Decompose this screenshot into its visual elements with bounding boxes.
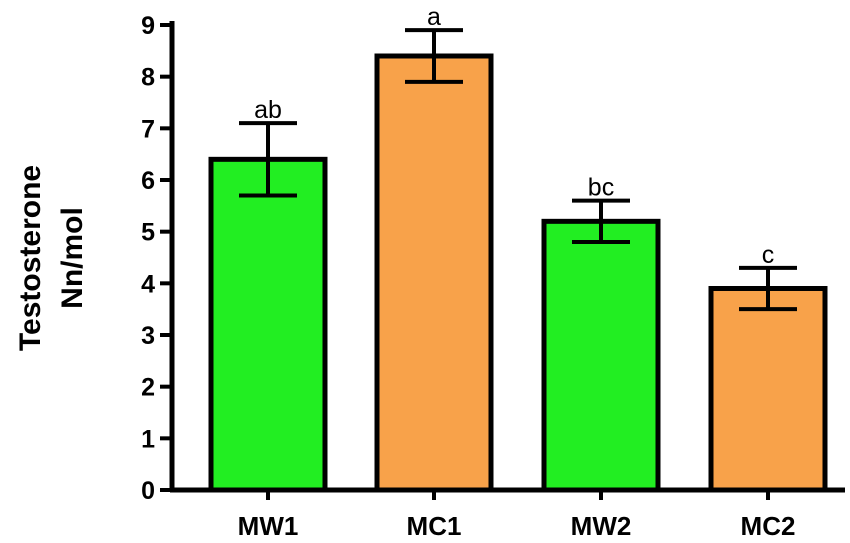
y-tick-label-1: 1 [141, 425, 155, 453]
y-tick-label-6: 6 [141, 167, 155, 195]
bar-mw2 [541, 218, 661, 493]
y-axis-title-group: Testosterone Nn/mol [14, 165, 89, 351]
significance-label-mw1: ab [254, 96, 282, 124]
category-label-mc1: MC1 [407, 511, 462, 541]
bar-mw1 [208, 156, 328, 493]
category-label-mw2: MW2 [571, 511, 632, 541]
y-ticks-layer: 0 1 2 3 4 5 6 7 8 9 [141, 12, 172, 505]
error-bars-layer [239, 28, 797, 312]
y-tick-label-7: 7 [141, 115, 155, 143]
significance-labels-layer: ab a bc c [254, 3, 774, 269]
significance-label-mw2: bc [588, 174, 614, 202]
y-tick-label-4: 4 [141, 270, 155, 298]
category-label-mw1: MW1 [238, 511, 299, 541]
significance-label-mc1: a [427, 3, 441, 31]
axes-layer [169, 21, 845, 500]
y-tick-label-5: 5 [141, 219, 155, 247]
significance-label-mc2: c [762, 241, 775, 269]
y-tick-label-2: 2 [141, 374, 155, 402]
y-tick-label-9: 9 [141, 12, 155, 40]
category-label-mc2: MC2 [741, 511, 796, 541]
category-labels-layer: MW1 MC1 MW2 MC2 [238, 511, 796, 541]
y-tick-label-3: 3 [141, 322, 155, 350]
bars-layer [208, 53, 828, 493]
y-axis-title-line1: Testosterone [14, 165, 47, 351]
y-axis-title-line2: Nn/mol [56, 207, 89, 309]
y-tick-label-8: 8 [141, 64, 155, 92]
bar-mc1 [374, 53, 494, 493]
y-tick-label-0: 0 [141, 477, 155, 505]
bar-mc2 [708, 286, 828, 493]
